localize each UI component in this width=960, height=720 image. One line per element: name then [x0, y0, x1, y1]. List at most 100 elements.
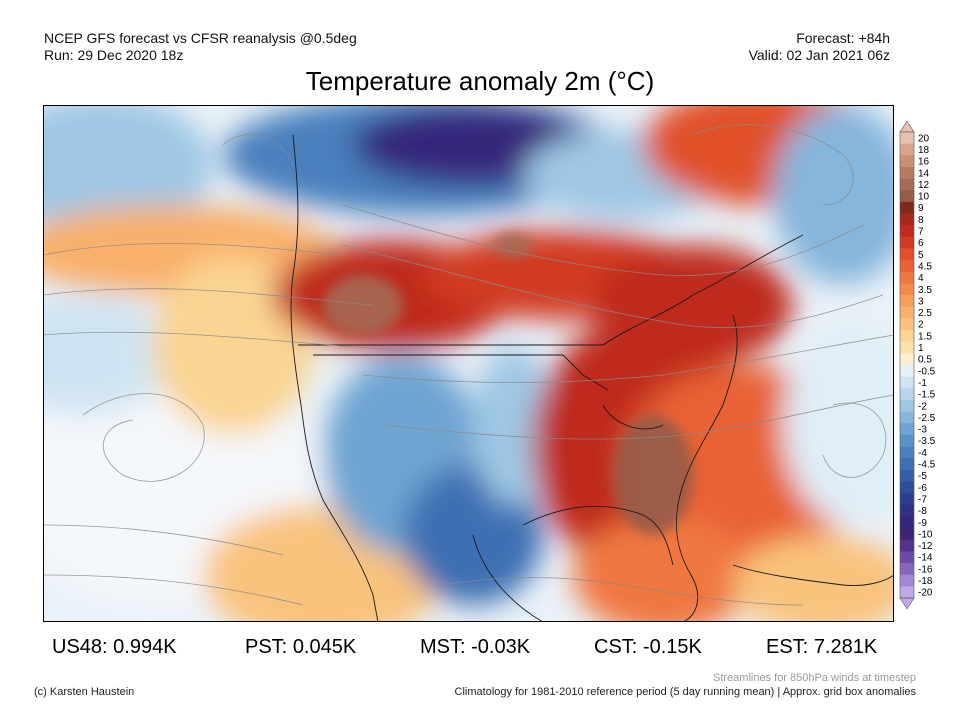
colorbar-tick-label: 20 [918, 133, 930, 144]
anomaly-map [43, 105, 894, 622]
colorbar-tick-label: 1.5 [918, 331, 932, 342]
stat-pst: PST: 0.045K [245, 636, 356, 659]
colorbar-tick-label: -0.5 [918, 366, 936, 377]
colorbar-swatch [900, 236, 914, 249]
map-frame [43, 105, 894, 622]
stat-mst: MST: -0.03K [420, 636, 530, 659]
header-right: Forecast: +84h Valid: 02 Jan 2021 06z [749, 30, 890, 64]
colorbar-tick-label: 4.5 [918, 261, 932, 272]
colorbar-tick-label: -12 [918, 541, 933, 552]
colorbar-swatch [900, 504, 914, 517]
colorbar-tick-label: 3.5 [918, 285, 932, 296]
climatology-note: Climatology for 1981-2010 reference peri… [454, 686, 916, 698]
colorbar-tick-label: -14 [918, 553, 933, 564]
colorbar-tick-label: 10 [918, 192, 930, 203]
map-title: Temperature anomaly 2m (°C) [305, 66, 655, 96]
colorbar-tick-label: -20 [918, 588, 933, 599]
stat-value: 0.045K [292, 636, 357, 658]
colorbar-swatch [900, 155, 914, 168]
stat-label: EST: [766, 636, 809, 658]
stat-value: 0.994K [113, 636, 177, 658]
colorbar-swatch [900, 493, 914, 506]
colorbar-swatch [900, 434, 914, 447]
colorbar-tick-label: 7 [918, 227, 924, 238]
colorbar-tick-label: -1 [918, 378, 927, 389]
colorbar-swatch [900, 213, 914, 226]
stat-value: -0.03K [471, 636, 531, 658]
colorbar-swatch [900, 365, 914, 377]
colorbar-tick-label: -4 [918, 448, 927, 459]
colorbar-swatch [900, 330, 914, 342]
colorbar-swatch [900, 516, 914, 529]
colorbar-tick-label: -7 [918, 494, 927, 505]
coastlines [290, 134, 894, 622]
colorbar-tick-label: 9 [918, 203, 924, 214]
colorbar-swatch [900, 178, 914, 191]
credit: (c) Karsten Haustein [34, 686, 135, 698]
colorbar-swatch [900, 411, 914, 424]
colorbar-swatch [900, 458, 914, 471]
stat-label: US48: [52, 636, 108, 658]
colorbar-swatch [900, 388, 914, 401]
valid-time: Valid: 02 Jan 2021 06z [748, 47, 890, 63]
colorbar-tick-label: 4 [918, 273, 924, 284]
colorbar-tick-label: -4.5 [918, 460, 936, 471]
colorbar-tick-label: -1.5 [918, 390, 936, 401]
colorbar-graphic: 201816141210987654.543.532.521.510.5-0.5… [899, 120, 936, 610]
colorbar-tick-label: -6 [918, 483, 927, 494]
colorbar-tick-label: 0.5 [918, 355, 932, 366]
stat-est: EST: 7.281K [766, 636, 877, 659]
colorbar-tick-label: 2 [918, 320, 924, 331]
colorbar-tick-label: -3 [918, 425, 927, 436]
colorbar-tick-label: -18 [918, 576, 933, 587]
forecast-hour: Forecast: +84h [796, 30, 890, 46]
colorbar-swatch [900, 376, 914, 389]
colorbar-tick-label: 12 [918, 180, 930, 191]
colorbar-swatch [900, 528, 914, 541]
colorbar-swatch [900, 306, 914, 319]
colorbar-tick-label: 1 [918, 343, 924, 354]
colorbar-swatch [900, 574, 914, 587]
colorbar-tick-label: -10 [918, 529, 933, 540]
colorbar-tick-label: 18 [918, 145, 930, 156]
colorbar-tick-label: -16 [918, 564, 933, 575]
stat-label: CST: [594, 636, 638, 658]
colorbar-swatch [900, 271, 914, 284]
colorbar-swatch [900, 295, 914, 308]
colorbar-tick-label: 5 [918, 250, 924, 261]
colorbar-swatch [900, 539, 914, 552]
colorbar-swatch [900, 201, 914, 214]
stat-label: MST: [420, 636, 466, 658]
colorbar-tick-label: 14 [918, 168, 930, 179]
stat-cst: CST: -0.15K [594, 636, 702, 659]
colorbar-min-arrow [899, 597, 915, 610]
colorbar-swatch [900, 481, 914, 494]
wind-streamlines [43, 124, 894, 606]
colorbar-tick-label: 3 [918, 296, 924, 307]
streamlines-note: Streamlines for 850hPa winds at timestep [713, 672, 916, 684]
stat-label: PST: [245, 636, 288, 658]
colorbar-swatch [900, 341, 914, 354]
colorbar-tick-label: -5 [918, 471, 927, 482]
stat-value: -0.15K [642, 636, 702, 658]
colorbar-swatch [900, 143, 914, 156]
colorbar-tick-label: 8 [918, 215, 924, 226]
stat-value: 7.281K [813, 636, 878, 658]
header-left: NCEP GFS forecast vs CFSR reanalysis @0.… [44, 30, 357, 64]
colorbar-swatch [900, 248, 914, 261]
colorbar-swatch [900, 132, 914, 144]
colorbar-tick-label: -9 [918, 518, 927, 529]
anomaly-field [43, 105, 894, 622]
colorbar-swatch [900, 469, 914, 482]
colorbar-swatch [900, 423, 914, 436]
colorbar: 20 18 16 14 12 10 9 8 7 6 5 4.5 4 3.5 3 2.5 2 1.5 1 0.5 -0.5… [898, 120, 958, 615]
colorbar-swatch [900, 399, 914, 412]
colorbar-swatch [900, 563, 914, 575]
model-description: NCEP GFS forecast vs CFSR reanalysis @0.… [44, 30, 357, 46]
colorbar-swatch [900, 318, 914, 331]
colorbar-tick-label: -3.5 [918, 436, 936, 447]
run-time: Run: 29 Dec 2020 18z [44, 47, 184, 63]
colorbar-tick-label: 6 [918, 238, 924, 249]
colorbar-swatch [900, 586, 914, 599]
colorbar-swatch [900, 190, 914, 203]
